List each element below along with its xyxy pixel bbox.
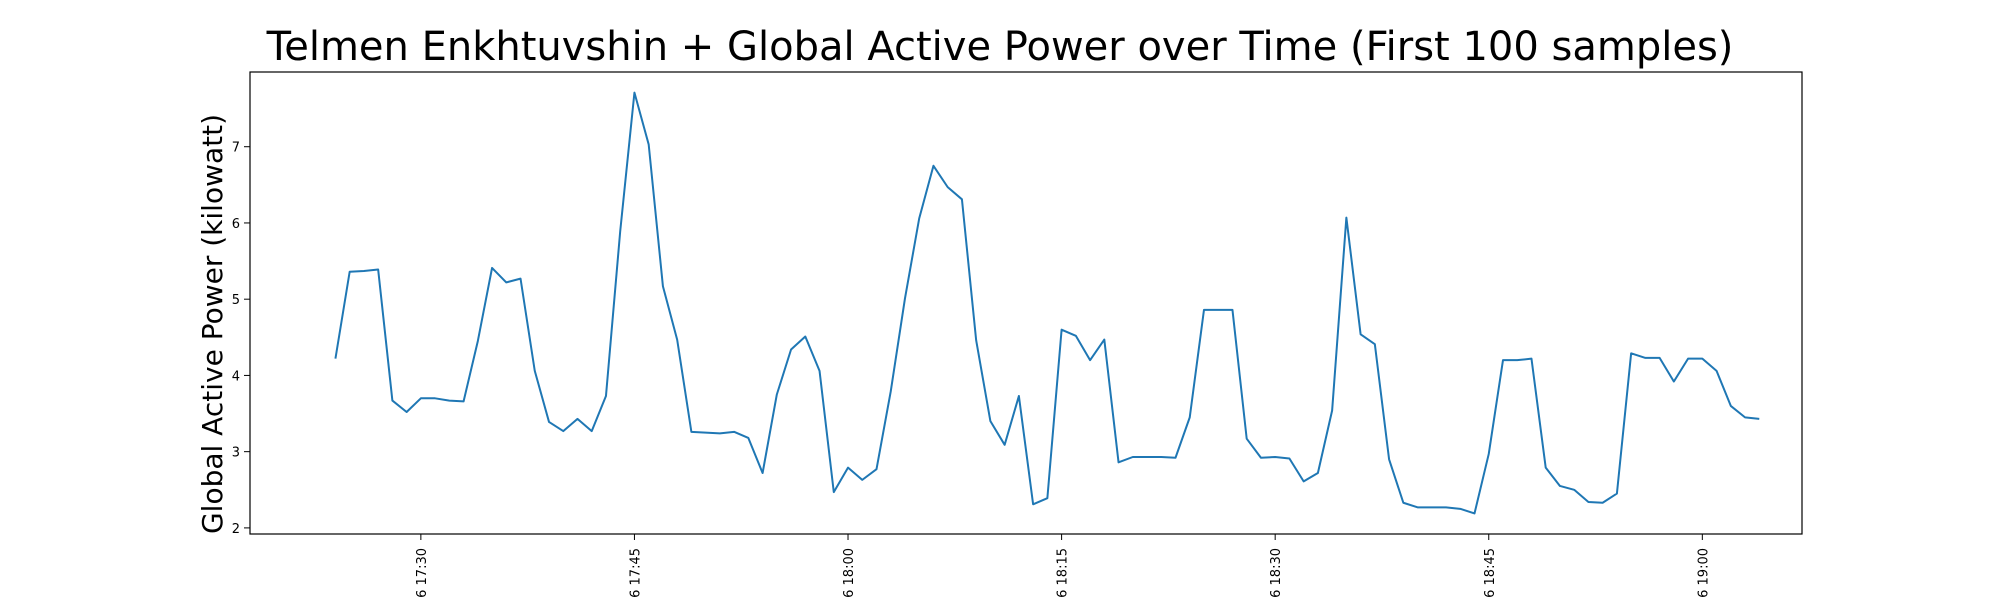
y-axis-label: Global Active Power (kilowatt): [196, 114, 229, 534]
x-tick-label: 6 18:30: [1269, 548, 1284, 598]
x-tick-label: 6 17:30: [415, 548, 430, 598]
x-tick-label: 6 19:00: [1696, 548, 1711, 598]
y-tick-label: 6: [232, 217, 240, 232]
y-tick-label: 5: [232, 293, 240, 308]
y-tick-label: 3: [232, 446, 240, 461]
series-line-0: [334, 91, 1760, 515]
chart-title: Telmen Enkhtuvshin + Global Active Power…: [266, 24, 1734, 70]
x-tick-label: 6 18:00: [842, 548, 857, 598]
plot-frame: [249, 71, 1803, 535]
y-tick-label: 2: [232, 522, 240, 537]
x-tick-label: 6 18:15: [1056, 548, 1071, 598]
x-tick-label: 6 17:45: [628, 548, 643, 598]
y-tick-label: 4: [232, 369, 240, 384]
plot-area: 2 3 4 5 6 7 6 17:30 6 17:45 6 18:00 6 18:15 6 18:3…: [232, 71, 1803, 598]
x-tick-label: 6 18:45: [1483, 548, 1498, 598]
y-tick-label: 7: [232, 141, 240, 156]
